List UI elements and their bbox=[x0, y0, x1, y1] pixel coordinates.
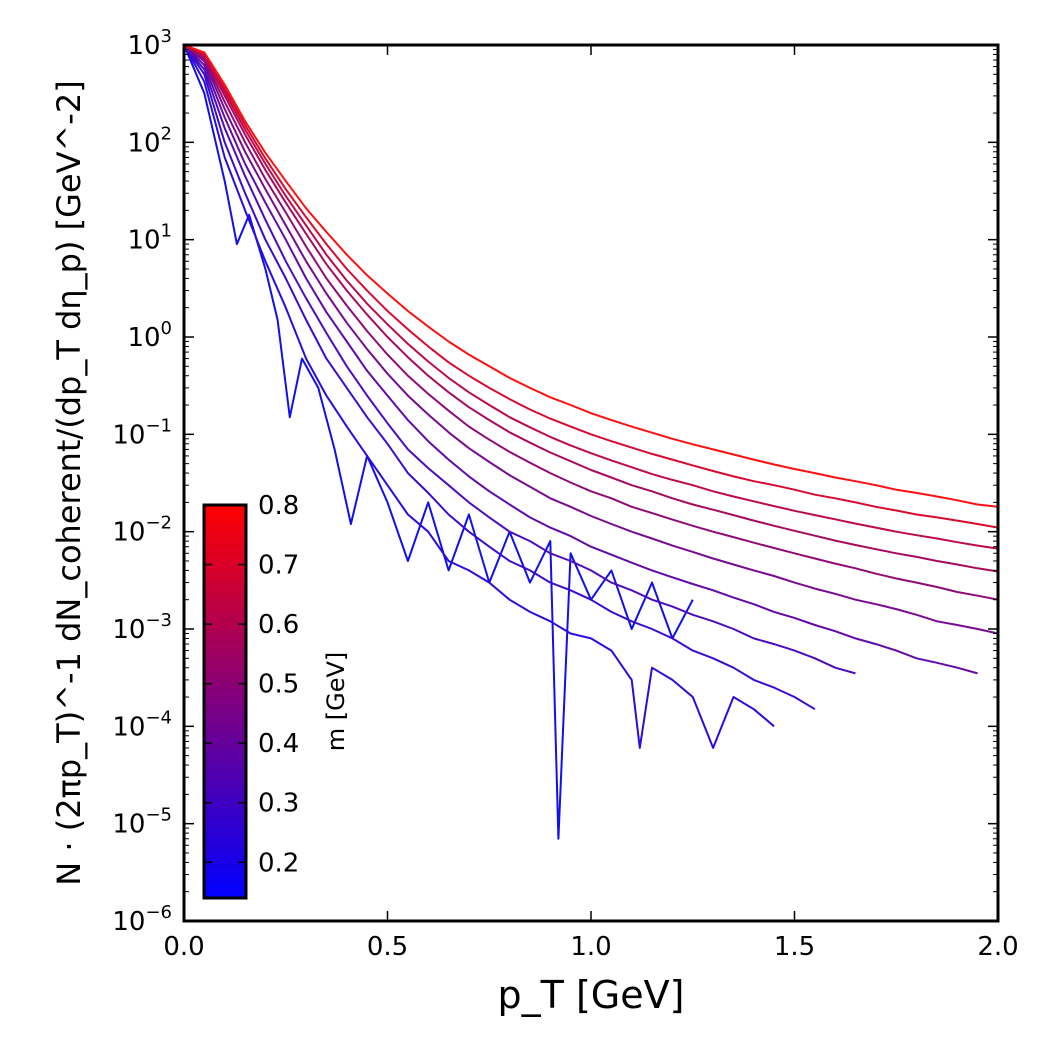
series-line-5 bbox=[184, 45, 998, 635]
x-tick-label-4: 2.0 bbox=[977, 932, 1018, 962]
y-axis-label: N · (2πp_T)^-1 dN_coherent/(dp_T dη_p) [… bbox=[50, 80, 88, 885]
y-tick-label-8: 10−5 bbox=[112, 805, 172, 840]
colorbar: 0.2 0.3 0.4 0.5 0.6 0.7 0.8 m [GeV] bbox=[202, 491, 350, 900]
x-axis-label: p_T [GeV] bbox=[498, 973, 685, 1017]
y-tick-label-1: 102 bbox=[127, 123, 172, 158]
series-line-7 bbox=[184, 45, 998, 573]
y-tick-label-2: 101 bbox=[127, 221, 172, 256]
x-tick-label-2: 1.0 bbox=[570, 932, 611, 962]
x-tick-label-0: 0.0 bbox=[163, 932, 204, 962]
series-line-4 bbox=[184, 45, 978, 675]
plot-frame bbox=[182, 43, 1000, 923]
y-tick-label-5: 10−2 bbox=[112, 513, 172, 548]
y-tick-label-4: 10−1 bbox=[112, 415, 172, 450]
colorbar-gradient bbox=[202, 503, 248, 900]
colorbar-tick-label-3: 0.5 bbox=[258, 670, 299, 700]
y-tick-label-3: 100 bbox=[127, 318, 172, 353]
colorbar-tick-label-4: 0.6 bbox=[258, 610, 299, 640]
x-tick-label-3: 1.5 bbox=[774, 932, 815, 962]
y-tick-label-0: 103 bbox=[127, 26, 172, 61]
colorbar-tick-label-0: 0.2 bbox=[258, 848, 299, 878]
series-line-9 bbox=[184, 45, 998, 529]
x-tick-label-1: 0.5 bbox=[367, 932, 408, 962]
colorbar-tick-label-6: 0.8 bbox=[258, 491, 299, 521]
series-line-0 bbox=[184, 45, 694, 840]
axes-layer: 0.0 0.5 1.0 1.5 2.0 103 102 101 100 10−1 10−2 10−3 1… bbox=[50, 26, 1019, 1017]
series-line-2 bbox=[184, 45, 816, 711]
colorbar-tick-label-5: 0.7 bbox=[258, 551, 299, 581]
series-layer bbox=[184, 45, 998, 840]
y-tick-label-9: 10−6 bbox=[112, 902, 172, 937]
series-line-1 bbox=[184, 45, 775, 749]
colorbar-tick-label-2: 0.4 bbox=[258, 729, 299, 759]
series-line-6 bbox=[184, 45, 998, 601]
y-tick-label-6: 10−3 bbox=[112, 610, 172, 645]
colorbar-tick-label-1: 0.3 bbox=[258, 789, 299, 819]
colorbar-label: m [GeV] bbox=[322, 652, 350, 752]
series-line-8 bbox=[184, 45, 998, 550]
series-line-10 bbox=[184, 45, 998, 508]
series-line-3 bbox=[184, 45, 856, 675]
y-tick-label-7: 10−4 bbox=[112, 707, 172, 742]
